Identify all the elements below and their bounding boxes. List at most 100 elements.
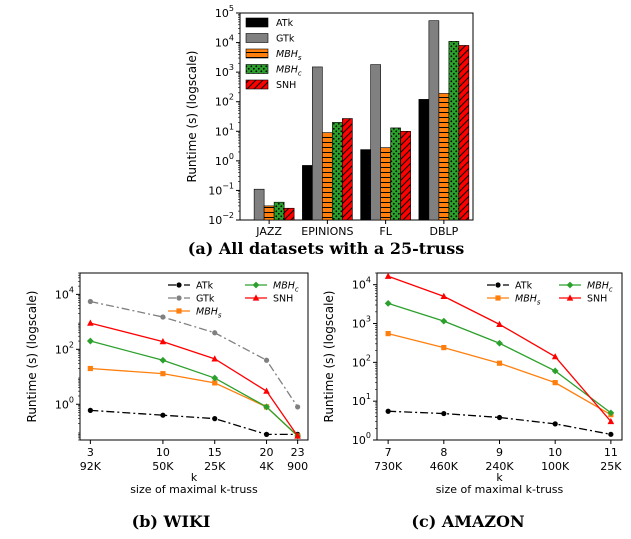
bar	[458, 45, 470, 221]
legend-label: MBHc	[587, 281, 613, 294]
data-point	[160, 371, 166, 377]
bar	[380, 147, 391, 221]
data-point	[496, 414, 503, 421]
x-axis-label: k	[496, 471, 503, 484]
x-tick-label: 7	[385, 446, 392, 459]
data-point	[608, 431, 614, 437]
data-point	[607, 409, 615, 417]
y-tick-label: 105	[215, 4, 234, 20]
data-point	[263, 387, 270, 394]
bar	[428, 20, 440, 221]
data-point	[263, 431, 270, 437]
legend-label: MBHs	[196, 307, 222, 320]
data-point	[295, 404, 301, 410]
x-axis-label-2: size of maximal k-truss	[436, 483, 564, 496]
bar	[273, 201, 285, 221]
chart-c: 100 101 102 103 104 Runtime (s) (logscale) 773…	[322, 272, 623, 496]
x-tick-size-label: 730K	[374, 460, 403, 473]
x-tick-size-label: 240K	[485, 460, 514, 473]
data-point	[212, 416, 218, 422]
bar	[332, 122, 343, 221]
legend-swatch	[245, 33, 269, 43]
x-tick-size-label: 92K	[80, 460, 102, 473]
bar	[400, 130, 411, 221]
bar	[302, 165, 313, 221]
bar	[390, 127, 401, 221]
data-point	[551, 353, 559, 360]
data-point	[496, 339, 503, 347]
x-tick-label: 10	[156, 446, 170, 459]
bar	[322, 132, 333, 221]
caption-a: (a) All datasets with a 25-truss	[188, 239, 464, 258]
data-point	[160, 314, 166, 320]
legend-marker	[176, 282, 182, 288]
bar	[263, 205, 275, 221]
legend-label: MBHs	[276, 49, 302, 62]
legend-swatch	[245, 17, 269, 28]
y-tick-label: 101	[352, 392, 371, 408]
data-point	[294, 432, 301, 439]
legend-label: GTk	[196, 294, 215, 305]
x-tick-label: FL	[379, 225, 392, 238]
y-tick-label: 100	[215, 152, 234, 168]
data-point	[385, 408, 391, 414]
series-line	[388, 410, 611, 435]
x-axis-label: k	[191, 471, 198, 484]
legend-marker	[495, 295, 501, 301]
data-point	[385, 330, 391, 337]
x-axis-label-2: size of maximal k-truss	[130, 483, 258, 496]
x-tick-label: 9	[496, 446, 503, 459]
x-tick-label: JAZZ	[255, 225, 282, 238]
data-point	[86, 337, 94, 345]
x-tick-size-label: 100K	[541, 460, 570, 473]
legend-marker	[176, 295, 182, 301]
series-line	[90, 409, 298, 436]
caption-b: (b) WIKI	[132, 512, 211, 531]
plot-frame	[79, 272, 309, 441]
data-point	[440, 317, 448, 325]
legend-label: MBHs	[515, 294, 541, 307]
legend-label: GTk	[276, 34, 295, 45]
data-point	[211, 355, 219, 362]
legend-label: MBHc	[273, 281, 299, 294]
y-tick-label: 100	[55, 395, 74, 411]
x-tick-size-label: 25K	[600, 460, 622, 473]
y-tick-label: 102	[215, 93, 234, 109]
data-point	[87, 298, 93, 305]
x-tick-size-label: 4K	[259, 460, 274, 473]
legend-marker	[495, 282, 501, 288]
data-point	[159, 338, 167, 345]
bar	[360, 149, 371, 221]
chart-a: 10−2 10−1 100 101 102 103 104 105 Runtime (s) (l…	[185, 4, 474, 238]
bar	[438, 93, 450, 221]
x-tick-label: 15	[208, 446, 222, 459]
x-tick-label: 23	[291, 446, 305, 459]
legend-swatch	[245, 48, 269, 59]
x-tick-size-label: 25K	[204, 460, 226, 473]
plot-frame	[239, 12, 474, 221]
legend-label: SNH	[587, 294, 607, 305]
data-point	[441, 410, 447, 417]
data-point	[552, 380, 558, 386]
y-axis-label: Runtime (s) (logscale)	[322, 291, 336, 423]
y-tick-label: 100	[352, 431, 371, 447]
data-point	[263, 357, 270, 363]
data-point	[551, 367, 559, 375]
x-tick-label: 8	[440, 446, 447, 459]
bar	[312, 66, 323, 221]
legend-label: SNH	[276, 80, 296, 91]
data-point	[212, 380, 218, 386]
x-tick-size-label: 460K	[430, 460, 459, 473]
data-point	[384, 272, 392, 279]
x-tick-label: 20	[260, 446, 274, 459]
legend-marker	[252, 281, 260, 289]
x-tick-label: EPINIONS	[301, 225, 353, 238]
y-tick-label: 102	[55, 340, 74, 356]
data-point	[160, 412, 166, 418]
legend-label: ATk	[196, 281, 214, 292]
data-point	[263, 403, 270, 411]
series-line	[90, 367, 299, 437]
bar	[283, 207, 295, 221]
y-tick-label: 103	[352, 315, 371, 331]
